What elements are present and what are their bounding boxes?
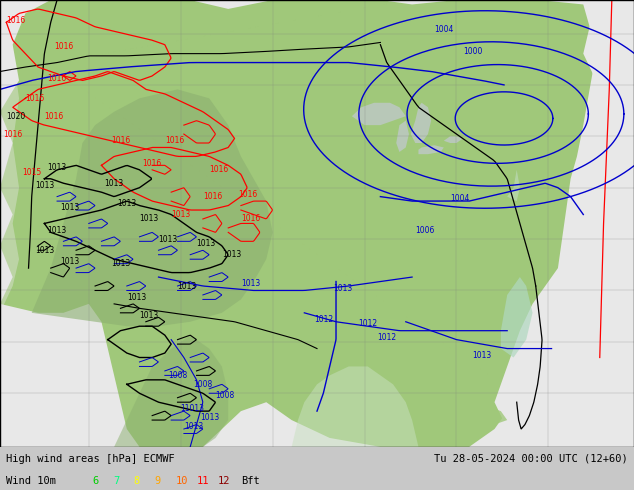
Polygon shape: [0, 0, 634, 447]
Text: 1013: 1013: [111, 259, 130, 268]
Text: 11013: 11013: [181, 404, 205, 414]
Text: 1016: 1016: [3, 129, 22, 139]
Text: 6: 6: [92, 475, 98, 486]
Text: 1013: 1013: [35, 181, 54, 190]
Polygon shape: [444, 136, 463, 143]
Text: 1013: 1013: [139, 215, 158, 223]
Text: 1013: 1013: [171, 210, 190, 219]
Text: 1016: 1016: [165, 136, 184, 145]
Text: 1013: 1013: [139, 311, 158, 319]
Text: 1013: 1013: [184, 422, 203, 431]
Text: 12: 12: [217, 475, 230, 486]
Text: 1016: 1016: [25, 94, 44, 103]
Polygon shape: [456, 407, 507, 424]
Text: 1016: 1016: [203, 192, 222, 201]
Text: 1004: 1004: [434, 24, 454, 33]
Text: 1004: 1004: [450, 195, 470, 203]
Polygon shape: [396, 121, 409, 152]
Text: 10: 10: [176, 475, 188, 486]
Text: Wind 10m: Wind 10m: [6, 475, 56, 486]
Polygon shape: [114, 335, 228, 447]
Text: 8: 8: [134, 475, 140, 486]
Text: 1016: 1016: [111, 136, 130, 145]
Polygon shape: [495, 0, 634, 447]
Text: 1013: 1013: [472, 351, 491, 360]
Text: 1016: 1016: [6, 16, 25, 24]
Polygon shape: [501, 277, 533, 358]
Text: 1016: 1016: [238, 190, 257, 199]
Text: 1013: 1013: [105, 179, 124, 188]
Polygon shape: [0, 0, 596, 447]
Text: 1013: 1013: [117, 199, 136, 208]
Text: 1013: 1013: [48, 163, 67, 172]
Text: 1013: 1013: [197, 239, 216, 248]
Text: 1013: 1013: [127, 293, 146, 302]
Text: 1006: 1006: [415, 225, 435, 235]
Text: 1013: 1013: [48, 225, 67, 235]
Text: 1016: 1016: [54, 43, 73, 51]
Text: 1013: 1013: [222, 250, 241, 259]
Text: 1016: 1016: [143, 159, 162, 168]
Polygon shape: [0, 0, 19, 313]
Text: 1016: 1016: [44, 112, 63, 121]
Text: 1015: 1015: [22, 168, 41, 176]
Text: 1012: 1012: [377, 333, 396, 342]
Text: Tu 28-05-2024 00:00 UTC (12+60): Tu 28-05-2024 00:00 UTC (12+60): [434, 454, 628, 464]
Text: 1013: 1013: [35, 246, 54, 255]
Polygon shape: [507, 170, 520, 201]
Text: 1020: 1020: [6, 112, 25, 121]
Text: High wind areas [hPa] ECMWF: High wind areas [hPa] ECMWF: [6, 454, 175, 464]
Text: 1016: 1016: [48, 74, 67, 83]
Polygon shape: [32, 89, 273, 326]
Text: 1016: 1016: [209, 165, 228, 174]
Polygon shape: [292, 367, 418, 447]
Text: 1008: 1008: [168, 371, 187, 380]
Text: 1000: 1000: [463, 47, 482, 56]
Text: 1008: 1008: [216, 391, 235, 400]
Text: 11: 11: [197, 475, 209, 486]
Text: 1016: 1016: [241, 215, 260, 223]
Text: 1013: 1013: [178, 281, 197, 291]
Text: 1013: 1013: [241, 279, 260, 288]
Polygon shape: [418, 145, 444, 154]
Text: 1012: 1012: [358, 319, 377, 328]
Text: 9: 9: [155, 475, 161, 486]
Text: Bft: Bft: [241, 475, 260, 486]
Text: 1012: 1012: [314, 315, 333, 324]
Text: 1013: 1013: [60, 203, 79, 212]
Text: 1008: 1008: [193, 380, 212, 389]
Text: 1013: 1013: [333, 284, 352, 293]
Polygon shape: [411, 103, 431, 143]
Text: 1013: 1013: [60, 257, 79, 266]
Text: 1013: 1013: [200, 414, 219, 422]
Text: 7: 7: [113, 475, 119, 486]
Text: 1013: 1013: [158, 235, 178, 244]
Polygon shape: [352, 103, 406, 125]
